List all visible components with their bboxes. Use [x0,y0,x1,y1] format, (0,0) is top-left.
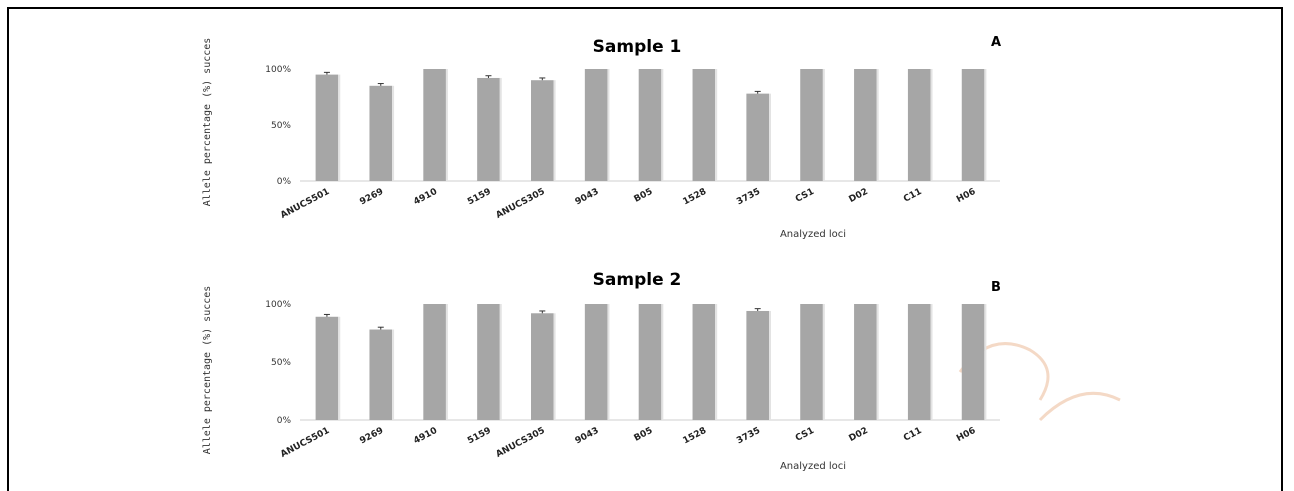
bar [315,74,339,181]
bar-shadow [876,304,879,420]
bar [746,93,769,181]
category-label: 9269 [358,187,385,208]
bar [638,69,662,181]
y-tick-label: 100% [265,65,291,75]
category-label: 3735 [735,187,762,208]
y-tick-label: 50% [271,121,291,131]
chart-b-ylabel: Allele percentage (%) succes [202,286,213,455]
y-tick-label: 0% [277,416,292,426]
bar-shadow [661,69,664,181]
bar-shadow [392,85,395,181]
category-label: ANUCS501 [279,426,331,460]
bar [369,85,393,181]
bar-shadow [930,69,933,181]
bar-shadow [445,69,448,181]
bar-shadow [930,304,933,420]
bar [907,69,931,181]
category-label: C11 [902,426,924,444]
bar-shadow [715,69,718,181]
category-label: 9269 [358,426,385,447]
bar [531,80,554,181]
chart-b-title: Sample 2 [593,270,682,290]
bar-shadow [499,304,502,420]
chart-a-ylabel: Allele percentage (%) succes [202,38,213,207]
bar-shadow [553,313,556,420]
bar [692,304,716,420]
bar [907,304,931,420]
bar [584,69,608,181]
bar-shadow [822,69,825,181]
bar-shadow [607,69,610,181]
bar [369,329,393,420]
bar [638,304,662,420]
chart-b-xlabel: Analyzed loci [780,461,846,472]
bar-shadow [553,80,556,181]
bar-shadow [392,329,395,420]
y-tick-label: 50% [271,358,291,368]
figure-frame [7,7,1283,491]
category-label: 4910 [412,426,439,447]
y-tick-label: 100% [265,300,291,310]
bar [315,316,339,420]
chart-a-xlabel: Analyzed loci [780,229,846,240]
bar-shadow [984,69,987,181]
bar [854,69,877,181]
category-label: 4910 [412,187,439,208]
bar-shadow [607,304,610,420]
bar-shadow [499,77,502,181]
category-label: D02 [847,426,869,444]
bar-shadow [769,93,771,181]
category-label: CS1 [794,187,816,205]
bar-shadow [445,304,448,420]
bar [800,69,823,181]
bar-shadow [338,74,341,181]
bar-shadow [822,304,825,420]
bar-shadow [661,304,664,420]
bar-shadow [769,310,771,420]
category-label: 9043 [574,426,601,447]
chart-a-title: Sample 1 [593,37,682,57]
bar-shadow [876,69,879,181]
bar [531,313,554,420]
category-label: B05 [633,426,655,444]
category-label: CS1 [794,426,816,444]
category-label: 3735 [735,426,762,447]
category-label: 5159 [466,426,493,447]
bar [961,304,985,420]
bar [800,304,823,420]
bar [961,69,985,181]
bar [423,69,446,181]
category-label: 1528 [681,187,708,208]
chart-a-plot: 0% 50% 100% ANUCS501 9269 4910 5159 ANUCS305 904… [265,65,1000,221]
category-label: D02 [847,187,869,205]
category-label: H06 [955,426,977,444]
category-label: 9043 [574,187,601,208]
bar-shadow [338,316,341,420]
bar-shadow [984,304,987,420]
bar [423,304,446,420]
bar [584,304,608,420]
category-label: ANUCS305 [494,187,546,221]
category-label: 5159 [466,187,493,208]
chart-a-panel-label: A [991,35,1001,50]
bar [477,77,500,181]
category-label: B05 [633,187,655,205]
category-label: H06 [955,187,977,205]
category-label: C11 [902,187,924,205]
bar [477,304,500,420]
bar [746,310,769,420]
bar [692,69,716,181]
category-label: ANUCS501 [279,187,331,221]
y-tick-label: 0% [277,177,292,187]
bar [854,304,877,420]
chart-b-plot: 0% 50% 100% ANUCS501 9269 4910 5159 ANUCS305 904… [265,300,1000,460]
category-label: ANUCS305 [494,426,546,460]
chart-b-panel-label: B [991,280,1001,295]
category-label: 1528 [681,426,708,447]
bar-shadow [715,304,718,420]
